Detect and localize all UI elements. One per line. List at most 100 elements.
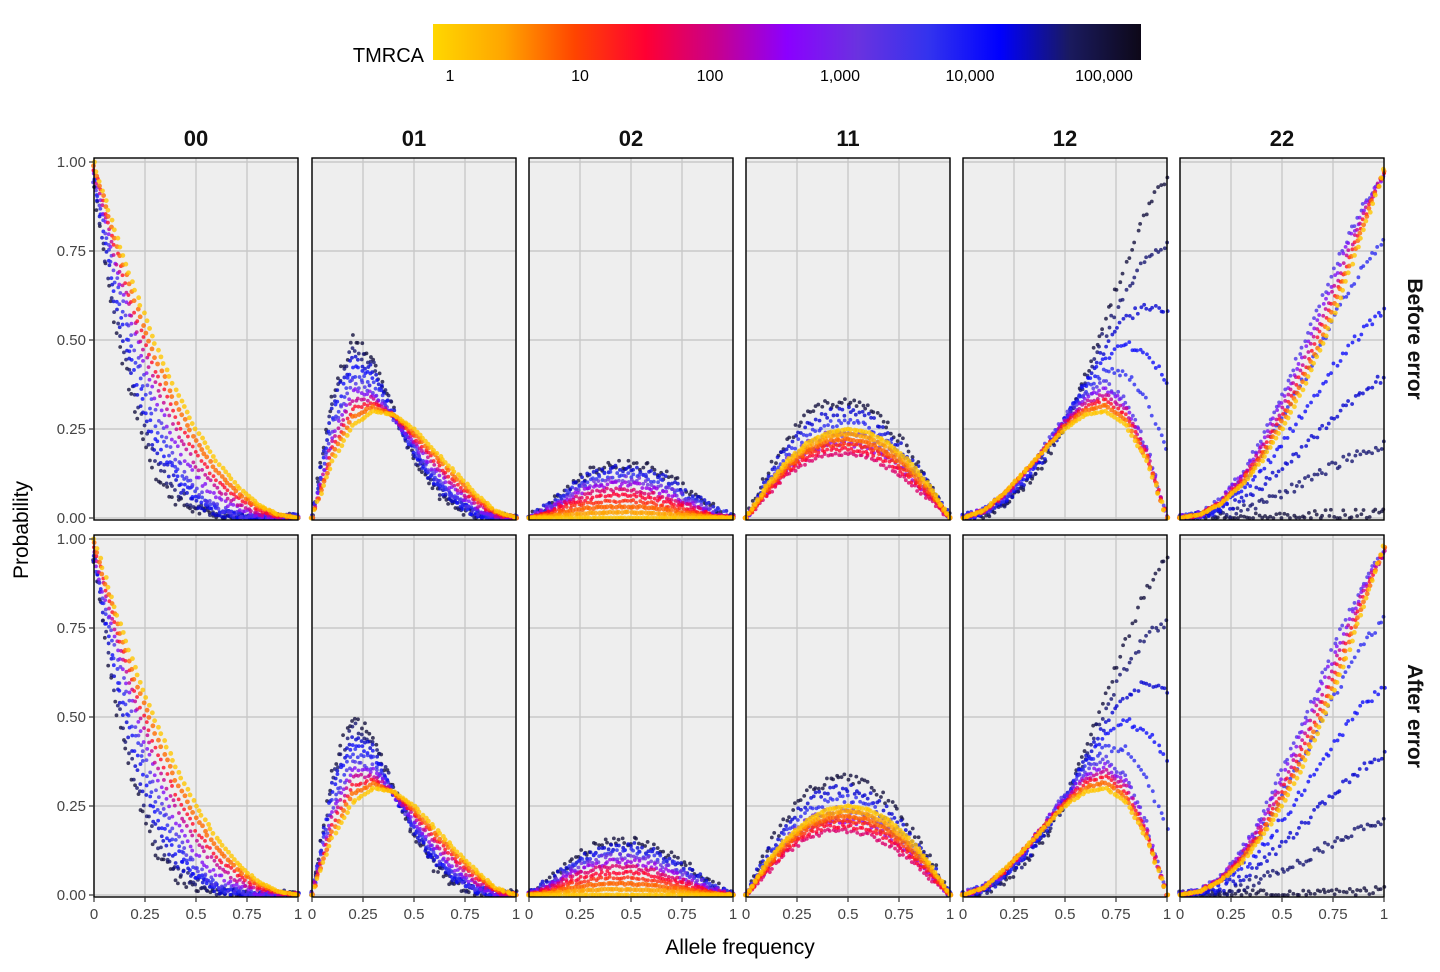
data-point: [214, 892, 219, 897]
data-point: [173, 457, 178, 462]
data-point: [367, 389, 372, 394]
data-point: [139, 328, 144, 333]
data-point: [173, 861, 178, 865]
data-point: [161, 426, 166, 431]
data-point: [162, 374, 168, 379]
data-point: [350, 378, 354, 382]
data-point: [593, 851, 598, 856]
data-point: [318, 465, 323, 470]
data-point: [188, 844, 193, 849]
data-point: [605, 482, 610, 487]
data-point: [150, 373, 155, 378]
x-tick-label: 0.25: [130, 906, 159, 923]
data-point: [129, 321, 134, 326]
data-point: [185, 423, 190, 428]
data-point: [411, 450, 416, 455]
facet-panel: [91, 534, 301, 898]
data-point: [451, 469, 457, 475]
data-point: [130, 279, 135, 285]
data-point: [357, 375, 362, 379]
data-point: [200, 880, 205, 885]
data-point: [200, 468, 205, 472]
data-point: [207, 471, 212, 476]
data-point: [651, 846, 656, 851]
data-point: [160, 801, 164, 806]
data-point: [165, 394, 170, 399]
data-point: [119, 315, 124, 320]
data-point: [357, 744, 361, 749]
data-point: [476, 512, 480, 517]
data-point: [437, 493, 442, 497]
data-point: [120, 309, 125, 314]
data-point: [200, 495, 205, 500]
data-point: [150, 779, 155, 784]
data-point: [828, 407, 833, 412]
legend-ticks: 1 10 100 1,000 10,000 100,000: [446, 68, 1133, 85]
data-point: [797, 424, 802, 428]
data-point: [124, 689, 128, 694]
data-point: [221, 853, 227, 859]
data-point: [139, 743, 144, 748]
data-point: [380, 379, 385, 384]
data-point: [602, 845, 607, 850]
data-point: [587, 863, 592, 867]
data-point: [329, 458, 335, 464]
data-point: [117, 302, 122, 307]
data-point: [194, 486, 199, 491]
data-point: [649, 849, 653, 854]
data-point: [437, 497, 442, 502]
data-point: [177, 849, 182, 854]
data-point: [323, 452, 328, 457]
data-point: [570, 869, 574, 874]
data-point: [213, 495, 218, 500]
facet-panel: [91, 157, 301, 521]
data-point: [98, 587, 103, 591]
data-point: [152, 355, 157, 361]
data-point: [133, 783, 137, 788]
data-point: [356, 768, 361, 773]
data-point: [425, 460, 430, 465]
data-point: [219, 873, 224, 878]
data-point: [353, 404, 357, 409]
data-point: [165, 485, 170, 489]
data-point: [200, 860, 205, 865]
data-point: [179, 439, 184, 443]
data-point: [159, 447, 163, 452]
data-point: [375, 768, 379, 772]
data-point: [416, 809, 422, 815]
data-point: [126, 761, 131, 766]
data-point: [108, 259, 113, 264]
data-point: [94, 550, 100, 555]
data-point: [163, 381, 169, 386]
data-point: [370, 376, 375, 381]
data-point: [614, 500, 618, 505]
data-point: [345, 759, 349, 764]
data-point: [134, 672, 140, 678]
data-point: [94, 188, 98, 193]
data-point: [346, 805, 352, 811]
data-point: [683, 871, 688, 875]
data-point: [135, 306, 141, 312]
data-point: [194, 498, 199, 503]
data-point: [872, 416, 876, 420]
data-point: [345, 391, 350, 396]
data-point: [590, 489, 595, 493]
data-point: [207, 499, 212, 503]
data-point: [664, 489, 669, 494]
data-point: [623, 848, 628, 852]
data-point: [400, 803, 404, 808]
data-point: [179, 788, 185, 794]
data-point: [190, 482, 195, 487]
data-point: [175, 881, 180, 886]
data-point: [655, 879, 660, 884]
data-point: [117, 639, 122, 644]
data-point: [211, 474, 216, 479]
data-point: [122, 350, 126, 355]
data-point: [161, 400, 166, 405]
data-point: [427, 840, 431, 844]
data-point: [155, 431, 160, 435]
data-point: [191, 505, 196, 509]
data-point: [362, 397, 366, 402]
data-point: [620, 836, 625, 841]
data-point: [235, 879, 239, 884]
